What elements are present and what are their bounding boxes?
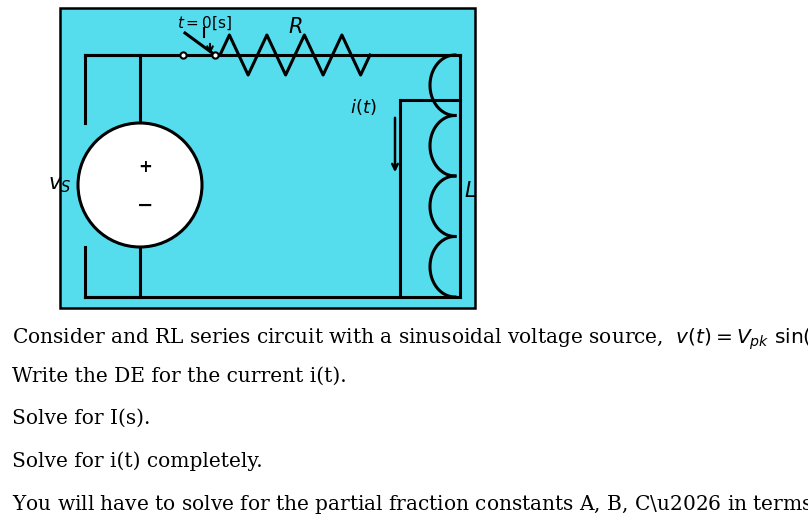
Text: +: + <box>138 158 152 176</box>
Circle shape <box>78 123 202 247</box>
Text: $v_S$: $v_S$ <box>48 175 72 195</box>
Text: Consider and RL series circuit with a sinusoidal voltage source,  $v(t) = V_{pk}: Consider and RL series circuit with a si… <box>12 325 808 351</box>
Text: −: − <box>137 196 154 215</box>
Text: Write the DE for the current i(t).: Write the DE for the current i(t). <box>12 367 347 386</box>
Text: $t = 0$[s]: $t = 0$[s] <box>176 14 232 32</box>
Text: $R$: $R$ <box>288 17 302 37</box>
Text: $L$: $L$ <box>464 181 476 201</box>
Text: You will have to solve for the partial fraction constants A, B, C\u2026 in terms: You will have to solve for the partial f… <box>12 493 808 516</box>
Text: Solve for I(s).: Solve for I(s). <box>12 409 150 428</box>
Text: Solve for i(t) completely.: Solve for i(t) completely. <box>12 451 263 471</box>
Text: $i(t)$: $i(t)$ <box>351 97 377 117</box>
FancyBboxPatch shape <box>60 8 475 308</box>
